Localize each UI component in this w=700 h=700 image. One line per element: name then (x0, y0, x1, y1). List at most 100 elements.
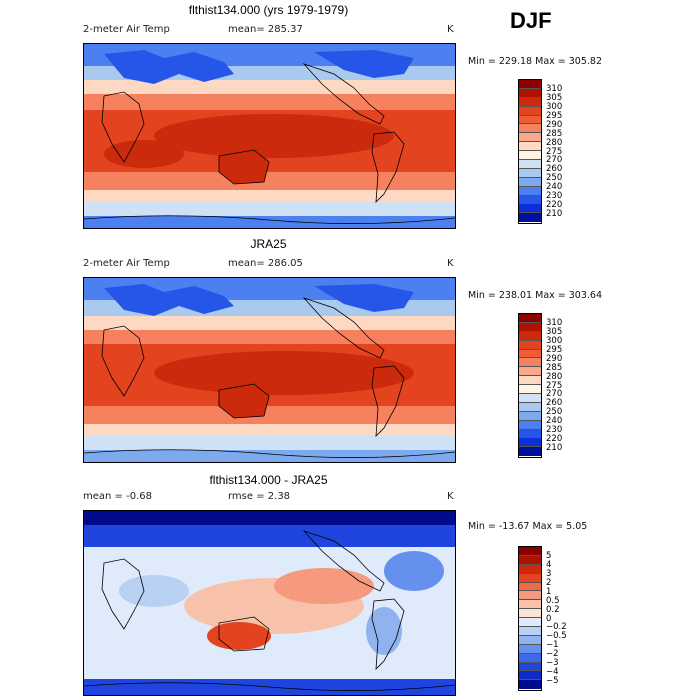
panel-3-minmax: Min = -13.67 Max = 5.05 (468, 521, 588, 532)
map-2-namerica-outline (302, 297, 385, 359)
colorbar-swatch (519, 186, 541, 196)
colorbar-tick-label: 305 (546, 92, 563, 103)
map-2-antarctica-outline (84, 449, 455, 458)
map-1-namerica-outline (302, 63, 385, 125)
colorbar-swatch (519, 662, 541, 672)
colorbar-tick-label: 270 (546, 389, 563, 400)
colorbar-swatch (519, 582, 541, 592)
map-3-australia-outline (218, 616, 270, 652)
map-1-africa-outline (101, 91, 145, 163)
panel-2-variable-label: 2-meter Air Temp (83, 258, 170, 269)
colorbar-tick-label: 275 (546, 380, 563, 391)
colorbar-swatch (519, 385, 541, 395)
colorbar-tick-label: 300 (546, 335, 563, 346)
colorbar-swatch (519, 547, 541, 556)
colorbar-tick-label: 290 (546, 353, 563, 364)
map-3-samerica-cool (366, 607, 402, 655)
colorbar-swatch (519, 340, 541, 350)
colorbar-swatch (519, 564, 541, 574)
colorbar-tick-label: 210 (546, 209, 563, 220)
panel-2-mean-label: mean= 286.05 (228, 258, 303, 269)
panel-3-colorbar (518, 546, 542, 691)
colorbar-tick-label: 270 (546, 155, 563, 166)
colorbar-swatch (519, 609, 541, 619)
colorbar-swatch (519, 168, 541, 178)
panel-3-units-label: K (447, 491, 454, 502)
colorbar-swatch (519, 438, 541, 448)
map-3-atlantic-cool (384, 551, 444, 591)
colorbar-tick-label: 4 (546, 559, 552, 570)
colorbar-tick-label: 260 (546, 164, 563, 175)
season-label: DJF (510, 8, 552, 33)
panel-3-mean-label: mean = -0.68 (83, 491, 152, 502)
colorbar-swatch (519, 600, 541, 610)
colorbar-tick-label: 240 (546, 416, 563, 427)
panel-3-colorbar-labels: 5 4 3 2 1 0.5 0.2 0 −0.2 −0.5 −1 −2 −3 −4 −5 (546, 548, 586, 691)
map-1-north-warm (84, 94, 455, 110)
colorbar-tick-label: 295 (546, 110, 563, 121)
panel-2-title: JRA25 (250, 237, 287, 251)
colorbar-tick-label: 280 (546, 371, 563, 382)
panel-2-colorbar (518, 313, 542, 458)
map-2-samerica-outline (371, 365, 405, 438)
map-2-north-warm (84, 330, 455, 344)
colorbar-tick-label: 275 (546, 146, 563, 157)
map-2-warm-pool (154, 351, 414, 395)
colorbar-swatch (519, 420, 541, 430)
colorbar-swatch (519, 151, 541, 161)
panel-2-minmax: Min = 238.01 Max = 303.64 (468, 290, 602, 301)
colorbar-swatch (519, 213, 541, 223)
colorbar-tick-label: 220 (546, 200, 563, 211)
colorbar-tick-label: 285 (546, 128, 563, 139)
colorbar-tick-label: 0 (546, 613, 552, 624)
colorbar-swatch (519, 106, 541, 116)
colorbar-tick-label: −5 (546, 676, 559, 687)
panel-2-units-label: K (447, 258, 454, 269)
colorbar-swatch (519, 177, 541, 187)
colorbar-swatch (519, 358, 541, 368)
map-2-eurasia-cold (104, 284, 234, 316)
colorbar-swatch (519, 349, 541, 359)
colorbar-swatch (519, 115, 541, 125)
panel-3-title: flthist134.000 - JRA25 (209, 473, 328, 487)
colorbar-swatch (519, 124, 541, 134)
colorbar-swatch (519, 376, 541, 386)
colorbar-swatch (519, 411, 541, 421)
colorbar-tick-label: 290 (546, 119, 563, 130)
panel-1-minmax: Min = 229.18 Max = 305.82 (468, 56, 602, 67)
map-1-warm-pool (154, 114, 394, 158)
colorbar-tick-label: −3 (546, 658, 559, 669)
colorbar-swatch (519, 573, 541, 583)
map-3-arctic-deep (84, 511, 455, 525)
map-2-africa-outline (101, 325, 145, 397)
colorbar-tick-label: 250 (546, 173, 563, 184)
map-2-namerica-cold (314, 284, 414, 312)
map-2-antarctic (84, 450, 455, 462)
panel-1-colorbar-labels: 310 305 300 295 290 285 280 275 270 260 250 240 230 2… (546, 81, 586, 224)
panel-2-colorbar-labels: 310 305 300 295 290 285 280 275 270 260 250 240 230 2… (546, 315, 586, 458)
panel-3-map-svg (84, 511, 455, 695)
colorbar-tick-label: −0.2 (546, 622, 567, 633)
colorbar-tick-label: −0.5 (546, 631, 567, 642)
colorbar-tick-label: 250 (546, 407, 563, 418)
colorbar-tick-label: 2 (546, 577, 552, 588)
map-3-australia-warm (207, 622, 271, 650)
map-2-north-mild (84, 316, 455, 330)
colorbar-tick-label: 210 (546, 443, 563, 454)
colorbar-swatch (519, 142, 541, 152)
colorbar-swatch (519, 653, 541, 663)
colorbar-tick-label: 305 (546, 326, 563, 337)
map-1-indian-warm (104, 140, 184, 168)
map-3-namerica-outline (302, 530, 385, 592)
colorbar-swatch (519, 133, 541, 143)
map-3-npacific-warm (274, 568, 374, 604)
panel-1-map-svg (84, 44, 455, 228)
map-2-south-mild (84, 424, 455, 436)
colorbar-tick-label: 260 (546, 398, 563, 409)
panel-3-rmse-label: rmse = 2.38 (228, 491, 291, 502)
colorbar-swatch (519, 618, 541, 628)
panel-1-mean-label: mean= 285.37 (228, 24, 303, 35)
colorbar-swatch (519, 680, 541, 690)
colorbar-swatch (519, 591, 541, 601)
map-3-samerica-outline (371, 598, 405, 671)
